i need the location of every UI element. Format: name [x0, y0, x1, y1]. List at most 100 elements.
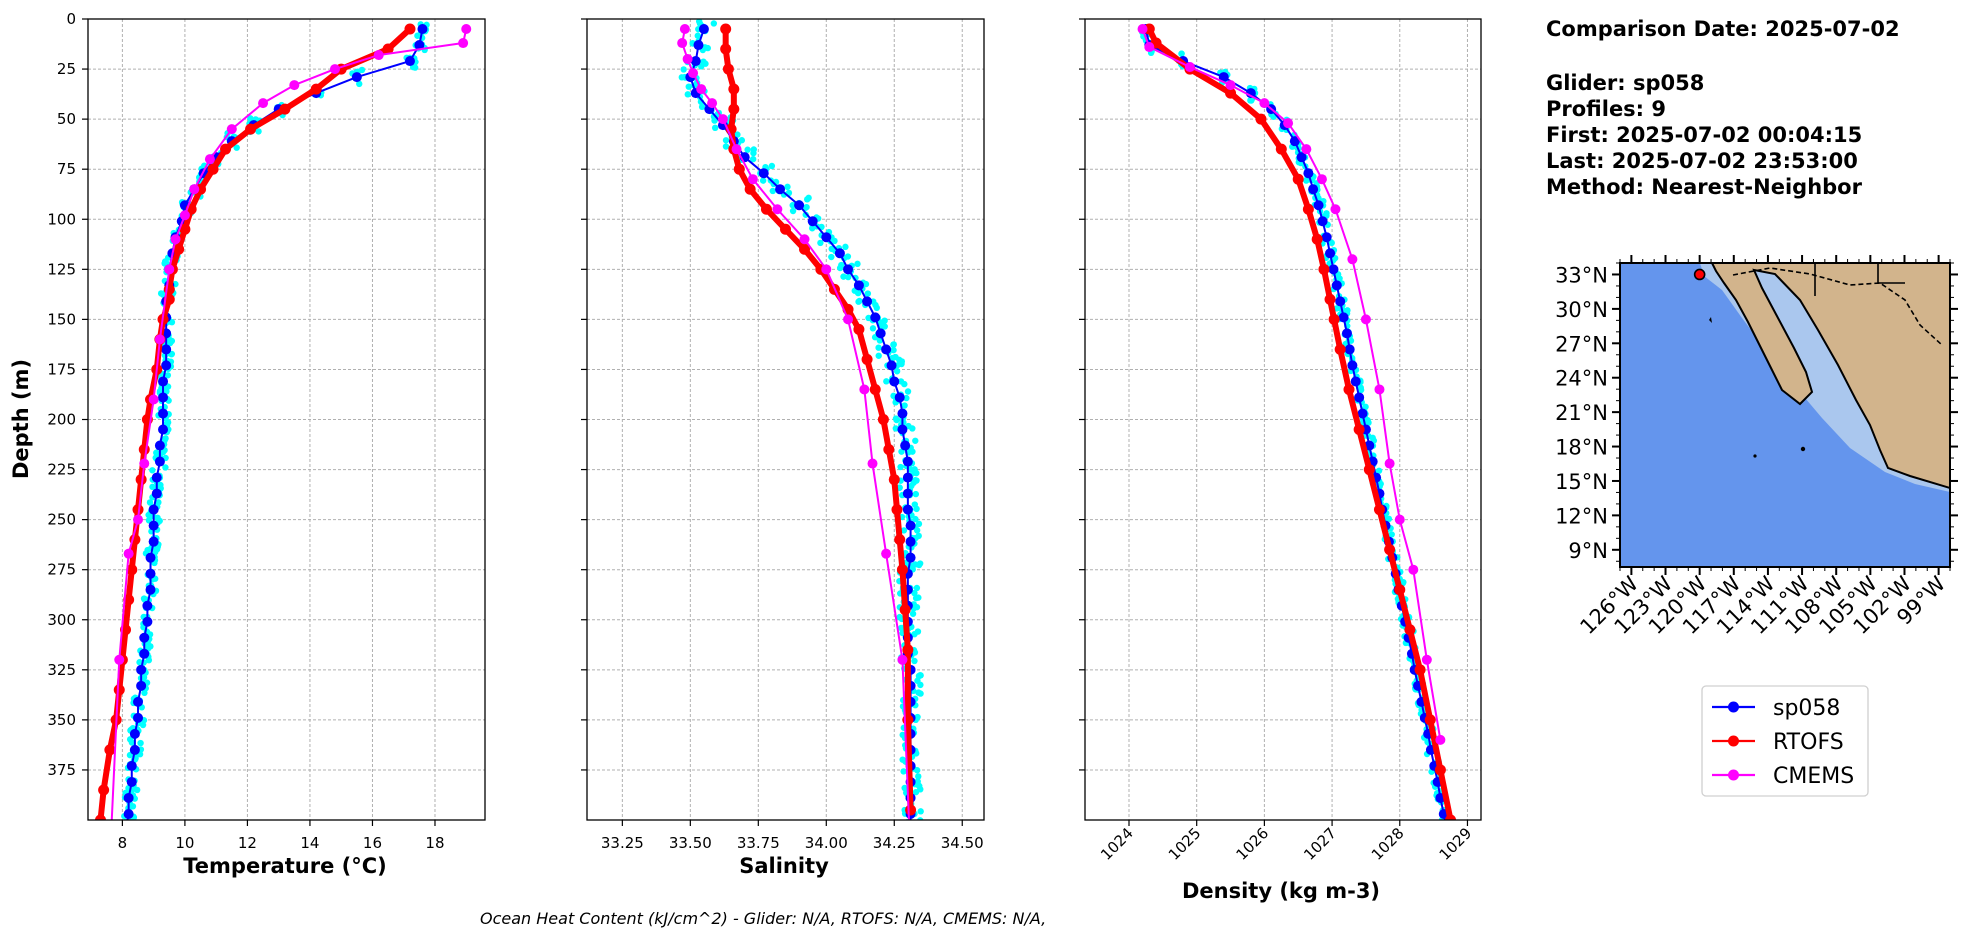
raw-profile-point — [128, 739, 136, 746]
raw-profile-point — [163, 419, 171, 427]
info-block: Comparison Date: 2025-07-02 Glider: sp05… — [1546, 17, 1900, 199]
raw-profile-point — [162, 435, 169, 442]
depth-tick-label: 350 — [47, 711, 76, 729]
temperature-cmems-point — [133, 514, 144, 525]
raw-profile-point — [1303, 177, 1310, 184]
density-rtofs-point — [1324, 293, 1336, 305]
raw-profile-point — [111, 876, 117, 882]
raw-profile-point — [159, 448, 167, 456]
raw-profile-point — [722, 137, 730, 144]
raw-profile-point — [913, 505, 920, 513]
salinity-rtofs-point — [799, 243, 811, 255]
density-sp058-point — [1335, 296, 1346, 307]
raw-profile-point — [112, 906, 118, 912]
salinity-cmems-point — [843, 314, 854, 325]
temperature-sp058-point — [133, 712, 144, 723]
temperature-cmems-point — [189, 184, 200, 195]
raw-profile-point — [856, 297, 863, 305]
raw-profile-point — [133, 786, 141, 794]
density-cmems-point — [1144, 42, 1155, 53]
depth-tick-label: 25 — [57, 60, 76, 78]
density-cmems-point — [1347, 254, 1358, 265]
raw-profile-point — [912, 788, 920, 796]
salinity-cmems-point — [688, 68, 699, 79]
density-rtofs-point — [1343, 383, 1355, 395]
density-cmems-point — [1394, 514, 1405, 525]
raw-profile-point — [915, 773, 922, 780]
salinity-rtofs-line — [722, 29, 914, 811]
raw-profile-point — [845, 273, 852, 281]
density-rtofs-point — [1384, 544, 1396, 556]
temperature-sp058-point — [151, 472, 162, 483]
temperature-rtofs-point — [207, 163, 219, 175]
raw-profile-point — [162, 464, 169, 471]
raw-profile-point — [110, 922, 116, 928]
density-sp058-point — [1328, 264, 1339, 275]
density-cmems-point — [1184, 62, 1195, 73]
raw-profile-point — [1328, 239, 1335, 247]
temperature-sp058-point — [148, 504, 159, 515]
salinity-rtofs-point — [877, 414, 889, 425]
salinity-rtofs-point — [780, 223, 791, 235]
legend-entry-cmems: CMEMS — [1712, 764, 1854, 789]
info-line-first: First: 2025-07-02 00:04:15 — [1546, 123, 1862, 147]
raw-profile-point — [710, 20, 718, 27]
legend-label-sp058: sp058 — [1773, 696, 1840, 721]
salinity-sp058-point — [794, 200, 805, 211]
temperature-sp058-point — [142, 616, 153, 627]
density-sp058-point — [1296, 152, 1307, 163]
temperature-cmems-point — [114, 654, 125, 665]
density-rtofs-point — [1255, 113, 1267, 125]
legend: sp058 RTOFS CMEMS — [1701, 685, 1869, 797]
depth-tick-label: 325 — [47, 661, 76, 679]
temperature-sp058-point — [114, 873, 124, 883]
map-lat-label: 24°N — [1555, 367, 1608, 391]
raw-profile-point — [912, 594, 920, 602]
temperature-series — [95, 23, 472, 915]
raw-profile-point — [828, 253, 835, 261]
density-rtofs-point — [1434, 764, 1446, 776]
density-rtofs-point — [1404, 624, 1416, 636]
depth-tick-label: 200 — [47, 411, 76, 429]
salinity-sp058-point — [807, 216, 818, 227]
density-cmems-point — [1374, 384, 1385, 395]
salinity-sp058-point — [690, 56, 701, 67]
raw-profile-point — [117, 912, 123, 918]
density-cmems-point — [1301, 144, 1312, 155]
raw-profile-point — [828, 245, 835, 253]
raw-profile-point — [904, 388, 912, 395]
temperature-cmems-point — [226, 124, 237, 135]
density-rtofs-point — [1373, 504, 1385, 516]
salinity-rtofs-point — [728, 83, 740, 95]
salinity-sp058-point — [889, 376, 900, 387]
salinity-sp058-point — [897, 408, 908, 419]
salinity-rtofs-point — [905, 804, 917, 816]
density-rtofs-point — [1328, 313, 1340, 325]
salinity-cmems-point — [696, 84, 707, 95]
temperature-sp058-point — [111, 905, 121, 915]
raw-profile-point — [896, 613, 903, 621]
raw-profile-point — [1385, 515, 1393, 523]
salinity-ticks: 33.25 33.50 33.75 34.00 34.25 34.50 — [581, 18, 984, 852]
density-cmems-point — [1225, 80, 1236, 91]
temperature-sp058-point — [351, 72, 362, 83]
info-line-last: Last: 2025-07-02 23:53:00 — [1546, 149, 1858, 173]
temperature-sp058-point — [139, 632, 150, 643]
glider-position-marker — [1693, 268, 1706, 281]
salinity-sp058-point — [902, 472, 913, 483]
salinity-xtick-label: 33.50 — [669, 834, 712, 852]
salinity-cmems-point — [679, 24, 690, 35]
temperature-rtofs-point — [113, 684, 125, 696]
raw-profile-point — [913, 469, 920, 477]
density-rtofs-point — [1225, 87, 1237, 99]
temperature-cmems-point — [105, 855, 115, 865]
info-line-method: Method: Nearest-Neighbor — [1546, 175, 1863, 199]
raw-profile-point — [897, 624, 905, 632]
raw-profile-point — [912, 490, 920, 498]
salinity-sp058-point — [853, 280, 864, 291]
salinity-sp058-point — [881, 344, 892, 355]
salinity-rtofs-point — [720, 23, 732, 35]
temperature-cmems-point — [289, 80, 300, 91]
raw-profile-point — [1375, 467, 1383, 474]
depth-tick-label: 275 — [47, 561, 76, 579]
